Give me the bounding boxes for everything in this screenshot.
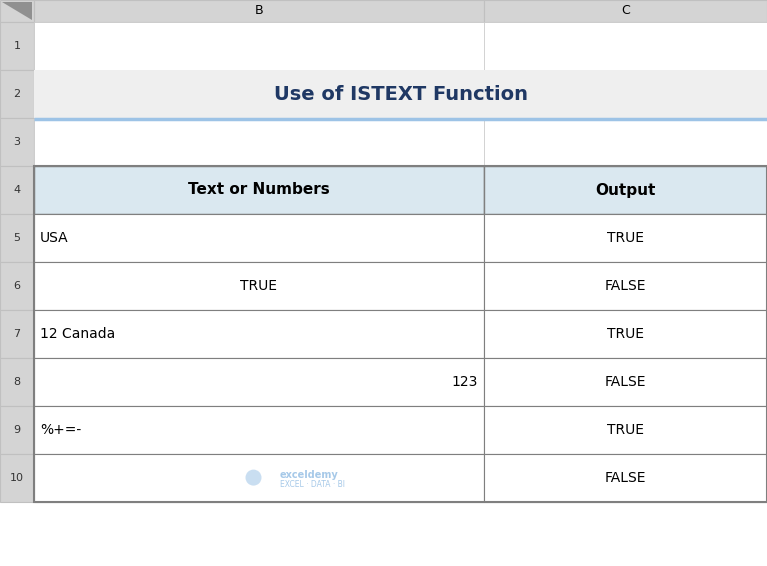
Bar xyxy=(34,358,484,406)
Bar xyxy=(484,358,767,406)
Text: 5: 5 xyxy=(14,233,21,243)
Text: 4: 4 xyxy=(14,185,21,195)
Bar xyxy=(0,22,34,70)
Bar xyxy=(484,454,767,502)
Text: TRUE: TRUE xyxy=(607,423,644,437)
Text: TRUE: TRUE xyxy=(607,231,644,245)
Text: 3: 3 xyxy=(14,137,21,147)
Bar xyxy=(34,22,484,70)
Bar xyxy=(34,214,484,262)
Text: USA: USA xyxy=(40,231,68,245)
Bar xyxy=(484,166,767,214)
Bar xyxy=(0,310,34,358)
Bar xyxy=(484,454,767,502)
Text: TRUE: TRUE xyxy=(241,279,278,293)
Text: FALSE: FALSE xyxy=(604,471,647,485)
Text: FALSE: FALSE xyxy=(604,279,647,293)
Text: 7: 7 xyxy=(14,329,21,339)
Text: 10: 10 xyxy=(10,473,24,483)
Bar xyxy=(34,166,484,214)
Text: Text or Numbers: Text or Numbers xyxy=(188,182,330,198)
Bar xyxy=(484,310,767,358)
Bar xyxy=(484,70,767,118)
Bar xyxy=(0,214,34,262)
Bar xyxy=(0,70,34,118)
Bar xyxy=(34,118,484,166)
Bar xyxy=(34,358,484,406)
Bar xyxy=(34,70,767,118)
Bar xyxy=(0,0,34,22)
Bar xyxy=(0,454,34,502)
Bar xyxy=(484,406,767,454)
Bar xyxy=(0,262,34,310)
Text: 1: 1 xyxy=(14,41,21,51)
Text: B: B xyxy=(255,5,263,18)
Text: Use of ISTEXT Function: Use of ISTEXT Function xyxy=(274,84,528,104)
Bar xyxy=(484,166,767,214)
Text: 12 Canada: 12 Canada xyxy=(40,327,115,341)
Bar xyxy=(34,262,484,310)
Bar xyxy=(34,310,484,358)
Text: Output: Output xyxy=(595,182,656,198)
Bar xyxy=(34,454,484,502)
Text: TRUE: TRUE xyxy=(607,327,644,341)
Bar xyxy=(484,22,767,70)
Text: exceldemy: exceldemy xyxy=(279,470,338,479)
Bar xyxy=(34,70,484,118)
Text: %+=-: %+=- xyxy=(40,423,81,437)
Bar xyxy=(484,118,767,166)
Bar xyxy=(484,406,767,454)
Text: 123: 123 xyxy=(452,375,478,389)
Text: EXCEL · DATA · BI: EXCEL · DATA · BI xyxy=(279,480,344,489)
Text: 2: 2 xyxy=(14,89,21,99)
Bar xyxy=(0,118,34,166)
Bar xyxy=(34,406,484,454)
Polygon shape xyxy=(2,2,32,20)
Bar xyxy=(34,406,484,454)
Bar xyxy=(484,0,767,22)
Bar xyxy=(0,358,34,406)
Bar xyxy=(34,310,484,358)
Bar xyxy=(34,166,484,214)
Text: 9: 9 xyxy=(14,425,21,435)
Bar xyxy=(484,262,767,310)
Text: FALSE: FALSE xyxy=(604,375,647,389)
Text: 6: 6 xyxy=(14,281,21,291)
Bar xyxy=(34,262,484,310)
Text: 8: 8 xyxy=(14,377,21,387)
Bar xyxy=(484,358,767,406)
Bar xyxy=(0,406,34,454)
Circle shape xyxy=(245,470,262,486)
Bar xyxy=(34,214,484,262)
Bar xyxy=(34,0,484,22)
Bar xyxy=(0,166,34,214)
Bar xyxy=(34,166,767,502)
Bar xyxy=(484,214,767,262)
Bar xyxy=(484,214,767,262)
Bar xyxy=(34,454,484,502)
Text: C: C xyxy=(621,5,630,18)
Bar xyxy=(484,310,767,358)
Bar xyxy=(484,262,767,310)
